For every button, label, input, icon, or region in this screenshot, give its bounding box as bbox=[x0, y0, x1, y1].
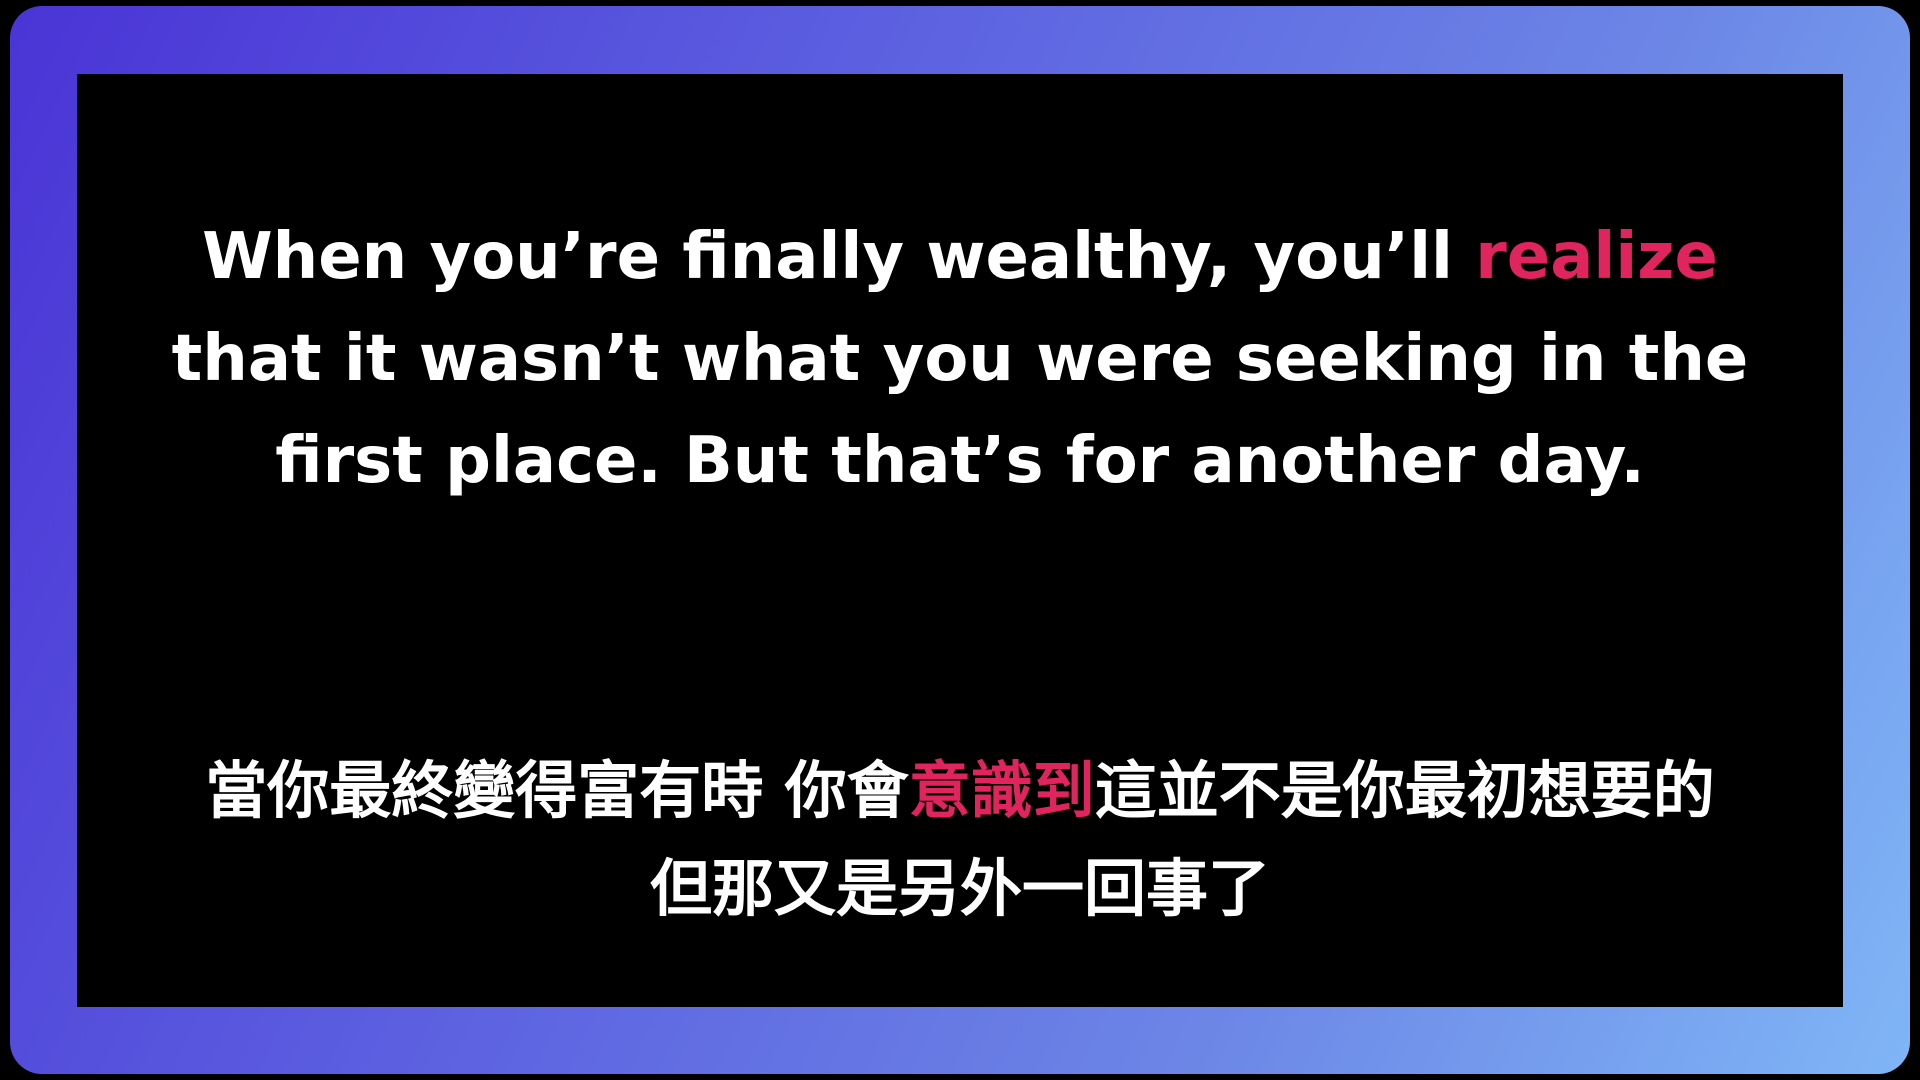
chinese-quote-line-1: 當你最終變得富有時 你會意識到這並不是你最初想要的 bbox=[117, 742, 1803, 840]
chinese-quote-line-1-after: 這並不是你最初想要的 bbox=[1094, 754, 1715, 827]
chinese-quote-line-1-before: 當你最終變得富有時 你會 bbox=[205, 754, 909, 827]
english-quote-line-1: When you’re finally wealthy, you’ll real… bbox=[117, 206, 1803, 308]
chinese-quote: 當你最終變得富有時 你會意識到這並不是你最初想要的 但那又是另外一回事了 bbox=[117, 742, 1803, 938]
english-quote-line-3: first place. But that’s for another day. bbox=[275, 424, 1645, 498]
chinese-quote-line-2: 但那又是另外一回事了 bbox=[649, 852, 1270, 925]
chinese-highlight-word: 意識到 bbox=[908, 754, 1095, 827]
english-quote: When you’re finally wealthy, you’ll real… bbox=[117, 206, 1803, 512]
english-quote-line-1-text: When you’re finally wealthy, you’ll bbox=[202, 220, 1476, 294]
slide-panel: When you’re finally wealthy, you’ll real… bbox=[77, 74, 1843, 1007]
english-quote-line-2: that it wasn’t what you were seeking in … bbox=[171, 322, 1749, 396]
slide-frame: When you’re finally wealthy, you’ll real… bbox=[10, 6, 1910, 1074]
english-highlight-word: realize bbox=[1475, 220, 1718, 294]
